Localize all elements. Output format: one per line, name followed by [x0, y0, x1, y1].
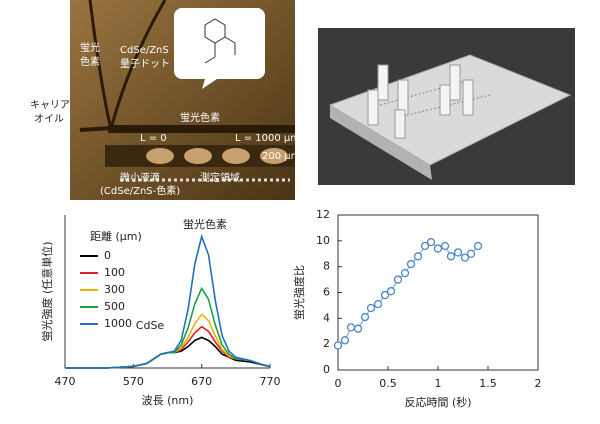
spectrum-line — [65, 325, 271, 369]
data-point — [333, 341, 343, 350]
label: オイル — [34, 113, 64, 125]
spectrum-line — [65, 286, 271, 369]
y-tick-label: 0 — [323, 363, 330, 376]
x-tick-label: 1 — [435, 377, 442, 390]
label: L = 0 — [140, 133, 167, 144]
y-tick-label: 6 — [323, 286, 330, 299]
data-point — [400, 268, 410, 278]
data-point — [353, 324, 363, 333]
x-tick-label: 2 — [535, 377, 542, 390]
x-tick-label: 0.5 — [379, 377, 397, 390]
device-photo — [318, 28, 575, 185]
label: 200 μm — [262, 151, 300, 162]
data-point — [406, 259, 416, 269]
y-tick-label: 10 — [316, 234, 330, 247]
label: 蛍光 — [80, 41, 100, 54]
label: 微小液滴 — [120, 171, 160, 184]
data-point — [380, 290, 390, 300]
legend-label: 1000 — [104, 317, 132, 330]
legend-label: 0 — [104, 249, 111, 262]
plot-frame — [337, 214, 539, 371]
label: (CdSe/ZnS-色素) — [100, 184, 180, 197]
annotation: CdSe — [136, 319, 165, 332]
label: CdSe/ZnS — [120, 45, 169, 56]
x-axis-label: 波長 (nm) — [142, 394, 194, 407]
y-axis-label: 蛍光強度 (任意単位) — [40, 241, 54, 341]
label: 色素 — [80, 55, 100, 68]
y-tick-label: 8 — [323, 260, 330, 273]
data-point — [473, 241, 483, 251]
y-axis-label: 蛍光強度比 — [292, 265, 306, 320]
legend-label: 300 — [104, 283, 125, 296]
microscope-photo: 蛍光 色素 CdSe/ZnS 量子ドット キャリア オイル 蛍光色素 L = 0… — [30, 0, 300, 200]
x-tick-label: 470 — [55, 375, 76, 388]
data-point — [366, 303, 376, 313]
legend-label: 100 — [104, 266, 125, 279]
y-tick-label: 4 — [323, 311, 330, 324]
x-tick-label: 570 — [123, 375, 144, 388]
data-point — [433, 244, 443, 253]
label: 蛍光色素 — [180, 111, 220, 124]
x-axis-label: 反応時間 (秒) — [404, 395, 471, 409]
data-point — [440, 241, 450, 251]
data-point — [386, 287, 396, 296]
data-point — [413, 252, 423, 261]
legend-title: 距離 (μm) — [90, 229, 142, 243]
x-tick-label: 1.5 — [479, 377, 497, 390]
data-point — [373, 299, 383, 309]
label: キャリア — [30, 100, 70, 111]
spectrum-line — [65, 233, 271, 369]
x-tick-label: 0 — [335, 377, 342, 390]
data-point — [466, 249, 476, 258]
legend-label: 500 — [104, 300, 125, 313]
label: 量子ドット — [120, 58, 170, 70]
data-point — [393, 275, 403, 284]
y-tick-label: 2 — [323, 337, 330, 350]
data-point — [460, 253, 470, 262]
data-point — [426, 237, 436, 247]
data-point — [340, 336, 350, 345]
label: L = 1000 μm — [235, 133, 300, 144]
data-point — [453, 248, 463, 257]
y-tick-label: 12 — [316, 208, 330, 221]
data-point — [346, 323, 356, 332]
x-tick-label: 670 — [191, 375, 212, 388]
data-point — [446, 252, 456, 261]
data-point — [360, 312, 370, 322]
x-tick-label: 770 — [260, 375, 281, 388]
data-point — [420, 241, 430, 251]
annotation: 蛍光色素 — [183, 217, 227, 231]
label: 測定領域 — [200, 171, 240, 184]
